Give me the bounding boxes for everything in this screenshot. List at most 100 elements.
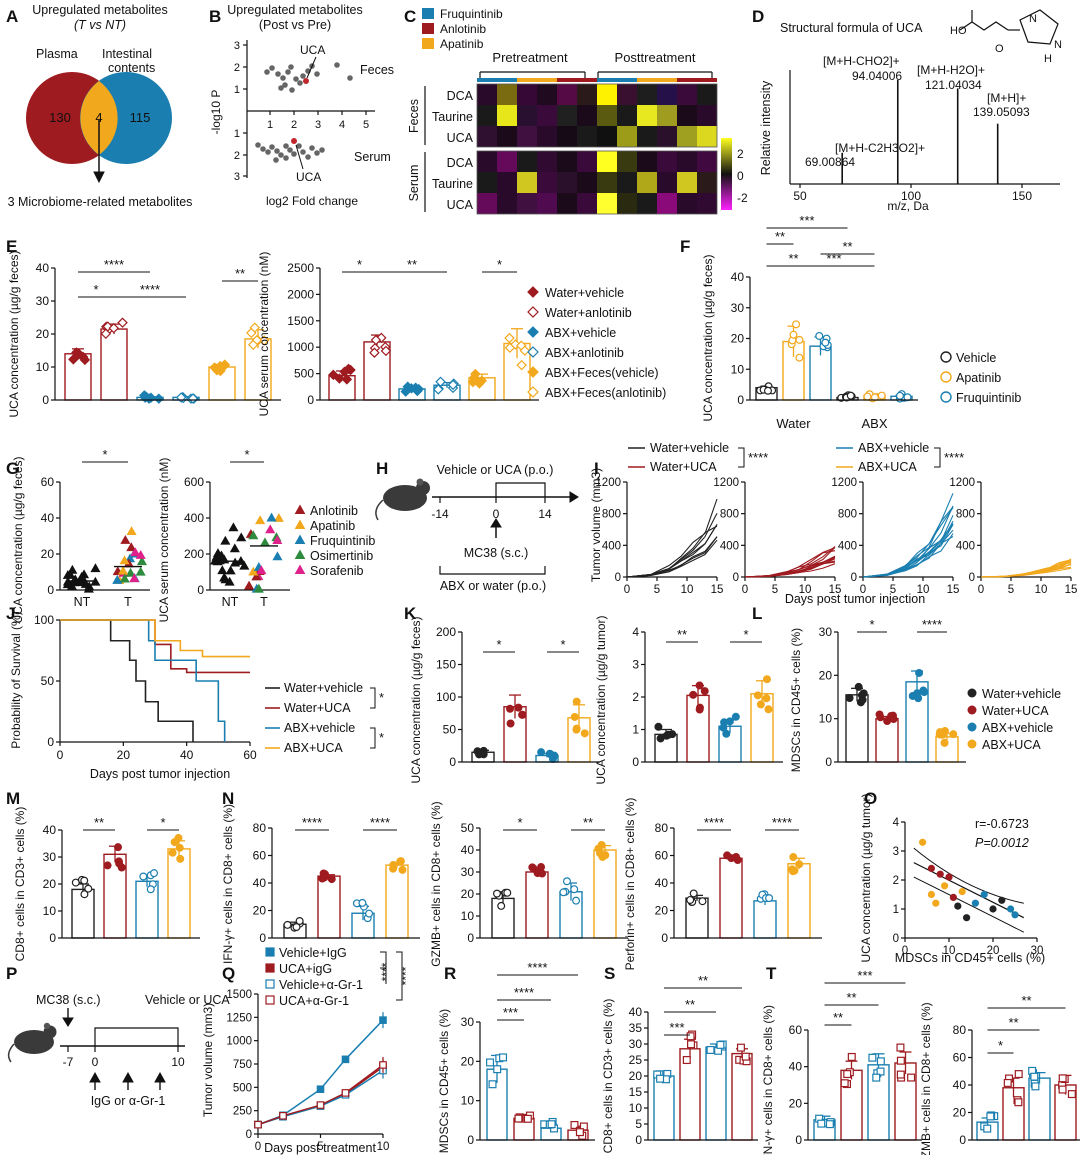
significance-label: ** <box>833 1010 843 1025</box>
legend-label: Water+anlotinib <box>545 306 632 320</box>
heatmap-cell <box>557 172 577 193</box>
heatmap-cell <box>557 126 577 147</box>
y-axis-label: CD8+ cells in CD3+ cells (%) <box>601 999 615 1154</box>
legend-bracket <box>396 951 403 1001</box>
heatmap-cell <box>577 193 597 214</box>
data-point <box>269 144 275 150</box>
x-tick-label: 10 <box>377 1141 390 1153</box>
y-axis-label: UCA concentration (µg/g feces) <box>409 617 423 784</box>
legend-label: Fruquintinib <box>310 534 375 548</box>
data-point <box>815 331 824 340</box>
panel-letter: Q <box>222 964 235 983</box>
y-tick-label: 0 <box>615 572 621 584</box>
data-point <box>896 1056 905 1065</box>
significance-label: ** <box>842 239 852 254</box>
panel-letter: K <box>404 604 417 623</box>
data-point <box>741 1052 750 1061</box>
y-tick-label: 1 <box>632 723 639 737</box>
y-tick-label: 0 <box>959 1133 966 1147</box>
peak-ion-label: [M+H-H2O]+ <box>917 63 985 77</box>
venn-footer: 3 Microbiome-related metabolites <box>8 195 193 209</box>
legend-marker <box>527 346 539 358</box>
mouse-body <box>14 1030 54 1054</box>
feces-label: Feces <box>360 63 394 77</box>
significance-label: * <box>869 617 874 632</box>
x-tick-label: 10 <box>1035 584 1048 596</box>
x-tick-label: 10 <box>917 584 930 596</box>
data-point <box>264 69 270 75</box>
y-tick-label: 30 <box>629 1037 643 1051</box>
y-tick-label: 20 <box>43 877 57 891</box>
significance-label: * <box>160 815 165 830</box>
data-point <box>255 515 266 525</box>
treatment-strip <box>617 78 637 82</box>
y-tick-label: 20 <box>461 887 475 901</box>
heatmap-cell <box>677 84 697 105</box>
data-point <box>153 393 165 404</box>
data-point <box>292 922 301 931</box>
heatmap-cell <box>697 84 717 105</box>
growth-curve <box>862 529 954 578</box>
panel-letter: T <box>766 964 777 983</box>
timeline-bracket <box>439 566 546 575</box>
data-point <box>283 920 292 929</box>
panel-letter: C <box>404 7 416 26</box>
data-point <box>913 689 922 698</box>
legend-bracket <box>370 687 376 709</box>
x-tick-label: 10 <box>681 584 694 596</box>
x-tick-label: 0 <box>255 1141 261 1153</box>
data-point <box>789 330 798 339</box>
heatmap-cell <box>577 172 597 193</box>
growth-curve <box>626 536 718 578</box>
x-tick-label: 5 <box>317 1141 323 1153</box>
significance-label: **** <box>370 815 390 830</box>
data-point <box>80 578 91 588</box>
bar <box>875 717 899 763</box>
mouse-tail <box>7 1043 15 1063</box>
significance-label: *** <box>799 213 814 228</box>
data-point <box>339 366 350 378</box>
y-tick-label: 30 <box>819 625 833 639</box>
data-point <box>497 901 506 910</box>
bar <box>787 863 811 939</box>
data-point <box>847 1052 856 1061</box>
data-point <box>1007 905 1015 913</box>
legend-label: ABX+vehicle <box>858 441 929 455</box>
heatmap-cell <box>557 151 577 172</box>
series-line <box>257 1064 384 1126</box>
data-point <box>83 583 94 593</box>
data-point <box>320 873 329 882</box>
data-point <box>269 65 275 71</box>
data-point <box>523 1114 532 1123</box>
x-tick-label: 15 <box>1065 584 1078 596</box>
y-axis-label: UCA concentration (µg/g feces) <box>701 255 715 422</box>
legend-label: Apatinib <box>440 37 484 51</box>
data-point <box>547 1120 556 1129</box>
data-point <box>168 848 177 857</box>
bar <box>719 857 743 939</box>
data-point <box>398 865 407 874</box>
y-tick-label: 500 <box>233 1082 252 1094</box>
data-point <box>1058 1074 1067 1083</box>
data-point <box>84 884 93 893</box>
data-point <box>503 888 512 897</box>
venn-overlap <box>80 81 118 155</box>
heatmap-cell <box>697 105 717 126</box>
y-tick-label: 60 <box>953 1051 967 1065</box>
x-tick-label: 0 <box>57 748 64 762</box>
data-point <box>228 522 239 532</box>
y-tick-label: 1500 <box>226 989 252 1001</box>
data-point <box>877 391 886 400</box>
panel-letter: B <box>209 7 221 26</box>
data-point <box>896 1070 905 1079</box>
data-point <box>291 151 297 157</box>
data-point <box>762 675 771 684</box>
data-point <box>278 152 284 158</box>
data-point <box>265 149 271 155</box>
y-tick-label: 0 <box>733 572 739 584</box>
heatmap-cell <box>517 172 537 193</box>
data-point <box>876 713 885 722</box>
data-point <box>998 896 1006 904</box>
heatmap-cell <box>517 193 537 214</box>
data-point <box>119 573 130 583</box>
